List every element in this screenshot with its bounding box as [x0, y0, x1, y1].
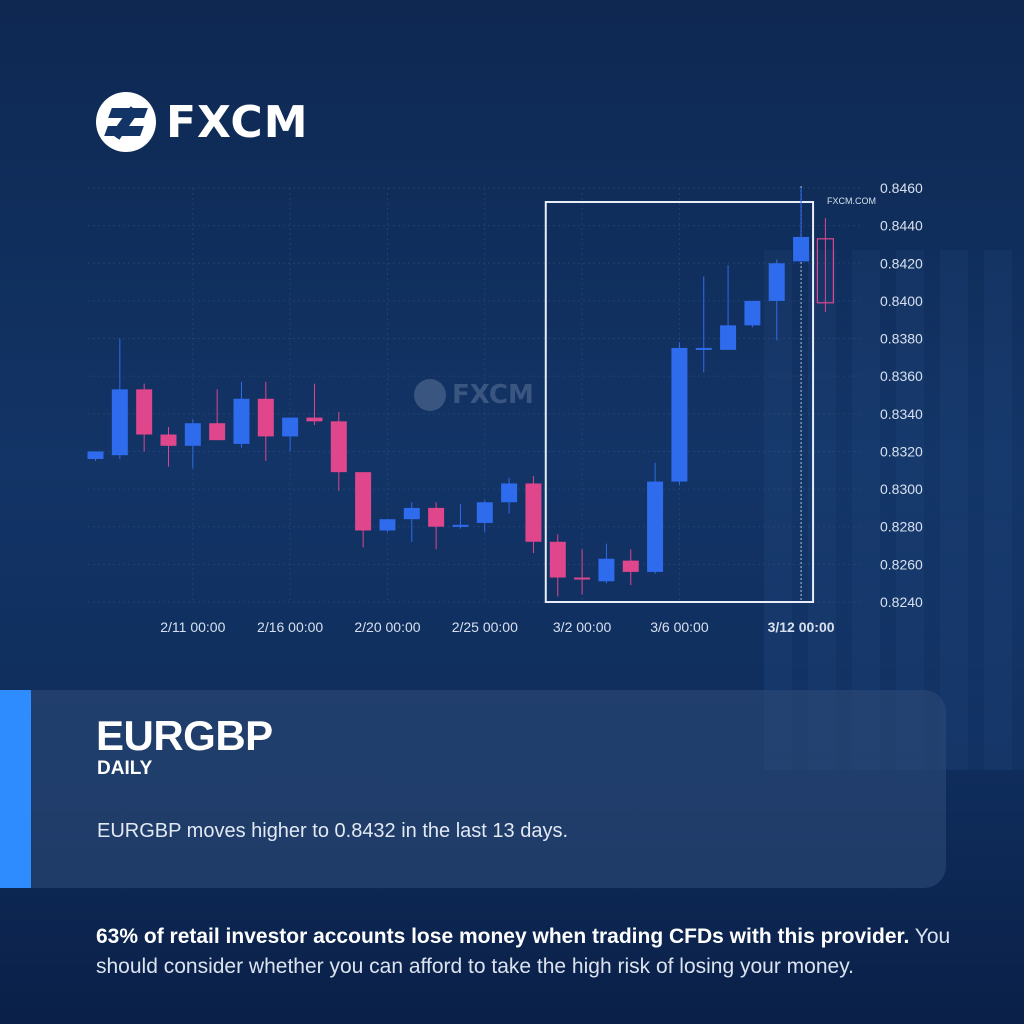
y-tick-label: 0.8340 — [880, 406, 923, 422]
disclaimer-normal: You should consider whether you can affo… — [96, 925, 951, 978]
background-skyline — [764, 250, 1024, 770]
y-axis: 0.8460 0.8440 0.8420 0.8400 0.8380 0.8360 0.83… — [880, 180, 923, 610]
risk-disclaimer: 63% of retail investor accounts lose mon… — [96, 922, 976, 982]
y-tick-label: 0.8240 — [880, 594, 923, 610]
x-tick-label: 2/25 00:00 — [452, 619, 518, 635]
headline-text: EURGBP moves higher to 0.8432 in the las… — [97, 820, 569, 842]
candle-body — [720, 325, 737, 350]
watermark-text: FXCM — [452, 380, 534, 410]
fxcm-logo-icon — [96, 92, 156, 152]
candle-body — [209, 423, 226, 441]
candle-body — [793, 236, 810, 262]
watermark-logo-icon — [414, 379, 446, 411]
x-tick-label: 2/16 00:00 — [257, 619, 323, 635]
candlestick-chart: 0.8460 0.8440 0.8420 0.8400 0.8380 0.8360 0.83… — [87, 180, 923, 635]
candle-body — [233, 398, 250, 444]
candle-body — [501, 483, 518, 503]
candle-body — [695, 347, 712, 350]
x-axis: 2/11 00:00 2/16 00:00 2/20 00:00 2/25 00:00… — [160, 619, 835, 635]
y-tick-label: 0.8280 — [880, 519, 923, 535]
x-tick-label: 2/20 00:00 — [354, 619, 420, 635]
candle-body — [744, 300, 761, 326]
y-tick-label: 0.8380 — [880, 331, 923, 347]
y-tick-label: 0.8300 — [880, 481, 923, 497]
candle-body — [816, 238, 835, 304]
period-label: DAILY — [97, 758, 153, 779]
candle-body — [452, 524, 469, 527]
candle-body — [768, 263, 785, 301]
x-tick-label: 3/2 00:00 — [553, 619, 612, 635]
y-tick-label: 0.8440 — [880, 218, 923, 234]
candle-body — [574, 577, 591, 580]
y-tick-label: 0.8360 — [880, 368, 923, 384]
candle-body — [403, 507, 420, 520]
y-tick-label: 0.8260 — [880, 556, 923, 572]
x-tick-label: 3/6 00:00 — [650, 619, 709, 635]
logo-text: FXCM — [166, 96, 309, 148]
candle-body — [379, 519, 396, 531]
candle-body — [136, 389, 153, 435]
candle-body — [476, 502, 493, 523]
candle-body — [330, 421, 347, 473]
y-tick-label: 0.8320 — [880, 443, 923, 459]
candle-body — [111, 389, 128, 456]
info-card: EURGBP DAILY EURGBP moves higher to 0.84… — [0, 690, 946, 888]
candle-body — [355, 472, 372, 531]
candle-body — [549, 541, 566, 578]
candle-body — [525, 483, 542, 542]
x-tick-label: 3/12 00:00 — [768, 619, 835, 635]
candle-body — [87, 451, 104, 459]
candle-body — [306, 417, 323, 422]
candles — [87, 188, 835, 597]
candle-body — [282, 417, 299, 437]
card-accent-bar — [0, 690, 31, 888]
candle-body — [428, 507, 445, 527]
candle-body — [622, 560, 639, 572]
highlight-rectangle — [544, 201, 815, 603]
chart-grid — [88, 187, 862, 603]
candle-body — [671, 347, 688, 482]
fxcm-logo: FXCM — [96, 92, 309, 152]
source-label: FXCM.COM — [827, 196, 876, 206]
candle-body — [647, 481, 664, 572]
candle-body — [160, 434, 177, 446]
symbol-title: EURGBP — [96, 712, 273, 759]
disclaimer-bold: 63% of retail investor accounts lose mon… — [96, 925, 910, 948]
candle-body — [598, 558, 615, 582]
y-tick-label: 0.8420 — [880, 255, 923, 271]
x-tick-label: 2/11 00:00 — [160, 619, 225, 635]
chart-watermark: FXCM — [414, 379, 534, 411]
y-tick-label: 0.8400 — [880, 293, 923, 309]
y-tick-label: 0.8460 — [880, 180, 923, 196]
candle-body — [257, 398, 274, 437]
candle-body — [184, 423, 201, 446]
